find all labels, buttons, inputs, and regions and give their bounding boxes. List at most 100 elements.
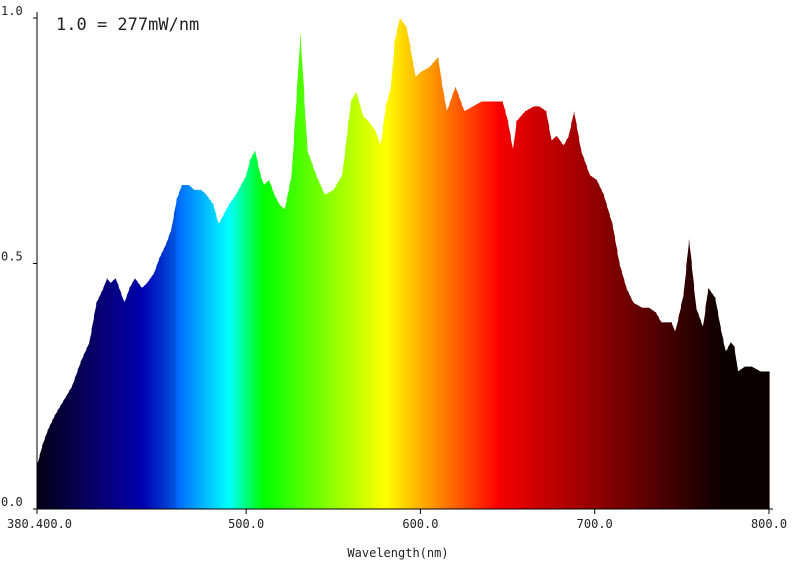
spectrum-band (452, 86, 456, 510)
spectrum-band (446, 103, 451, 510)
spectrum-band (100, 288, 104, 509)
spectrum-band (576, 124, 580, 509)
spectrum-band (139, 284, 143, 509)
spectrum-band (279, 204, 283, 509)
spectrum-band (695, 307, 699, 509)
spectrum-band (243, 175, 247, 509)
spectrum-band (522, 111, 526, 509)
spectrum-band (210, 201, 214, 509)
spectrum-band (327, 191, 331, 509)
spectrum-band (339, 175, 343, 509)
spectrum-band (666, 322, 670, 509)
spectrum-band (538, 106, 542, 509)
spectrum-band (458, 94, 462, 509)
spectrum-band (344, 126, 349, 510)
spectrum-band (401, 21, 405, 509)
x-tick-label: 600.0 (402, 517, 438, 531)
spectrum-band (380, 126, 384, 510)
spectrum-band (658, 317, 662, 509)
spectrum-band (660, 322, 665, 509)
spectrum-band (751, 366, 756, 509)
spectrum-band (688, 238, 692, 509)
spectrum-band (417, 72, 422, 509)
spectrum-band (551, 138, 555, 510)
spectrum-band (406, 27, 411, 509)
spectrum-band (390, 42, 395, 510)
spectrum-band (365, 118, 369, 509)
spectrum-band (742, 366, 746, 509)
spectrum-band (702, 307, 706, 509)
spectrum-band (307, 150, 311, 509)
spectrum-band (368, 121, 372, 510)
spectrum-band (693, 284, 697, 509)
spectrum-band (240, 180, 245, 509)
spectrum-band (382, 106, 387, 509)
spectrum-band (254, 150, 259, 509)
spectrum-band (651, 309, 654, 509)
spectrum-band (249, 155, 253, 510)
spectrum-band (725, 346, 729, 509)
spectrum-band (653, 310, 657, 509)
spectrum-band (370, 124, 374, 509)
spectrum-band (44, 430, 49, 509)
spectrum-band (186, 184, 190, 509)
spectrum-band (553, 135, 557, 509)
spectrum-band (495, 101, 499, 509)
spectrum-band (746, 366, 750, 509)
spectrum-band (583, 158, 588, 509)
spectrum-band (57, 405, 61, 509)
spectrum-band (106, 278, 111, 509)
spectrum-band (633, 302, 637, 509)
spectrum-band (151, 273, 155, 509)
spectrum-band (173, 199, 178, 510)
spectrum-band (415, 74, 419, 509)
spectrum-band (159, 253, 162, 509)
spectrum-band (163, 243, 167, 510)
spectrum-band (218, 219, 222, 509)
spectrum-band (281, 207, 286, 509)
spectrum-band (714, 297, 719, 509)
spectrum-band (153, 265, 157, 509)
spectrum-band (342, 150, 346, 509)
spectrum-band (375, 130, 379, 509)
chart-title: 1.0 = 277mW/nm (56, 15, 199, 35)
spectrum-band (120, 292, 125, 509)
spectrum-band (739, 368, 743, 509)
spectrum-band (461, 103, 465, 510)
spectrum-band (598, 184, 602, 509)
spectrum-band (594, 178, 598, 510)
spectrum-band (527, 108, 532, 510)
spectrum-band (708, 288, 711, 509)
spectrum-band (66, 391, 70, 509)
x-tick-label: 500.0 (228, 517, 264, 531)
spectrum-band (165, 236, 170, 509)
spectrum-band (231, 198, 234, 510)
spectrum-band (619, 263, 623, 509)
y-tick-label: 0.5 (1, 250, 23, 264)
spectrum-band (504, 111, 509, 509)
spectrum-band (698, 314, 702, 509)
spectrum-band (478, 101, 483, 509)
spectrum-band (409, 47, 414, 510)
spectrum-band (330, 189, 334, 509)
spectrum-band (60, 400, 64, 509)
spectrum-band (601, 189, 605, 509)
spectrum-band (226, 204, 230, 509)
spectrum-band (266, 180, 270, 509)
spectrum-band (628, 292, 632, 509)
spectrum-band (568, 123, 572, 509)
y-tick-label: 1.0 (1, 4, 23, 18)
spectrum-band (360, 108, 364, 510)
spectrum-band (683, 265, 687, 509)
spectrum-band (141, 285, 145, 509)
spectrum-band (466, 108, 471, 510)
spectrum-band (548, 126, 552, 510)
spectrum-band (533, 106, 537, 509)
spectrum-band (179, 184, 183, 509)
spectrum-band (168, 229, 172, 509)
spectrum-band (315, 175, 320, 509)
spectrum-band (712, 294, 716, 509)
spectrum-band (691, 261, 695, 509)
spectrum-band (93, 302, 97, 509)
spectrum-band (252, 150, 256, 509)
